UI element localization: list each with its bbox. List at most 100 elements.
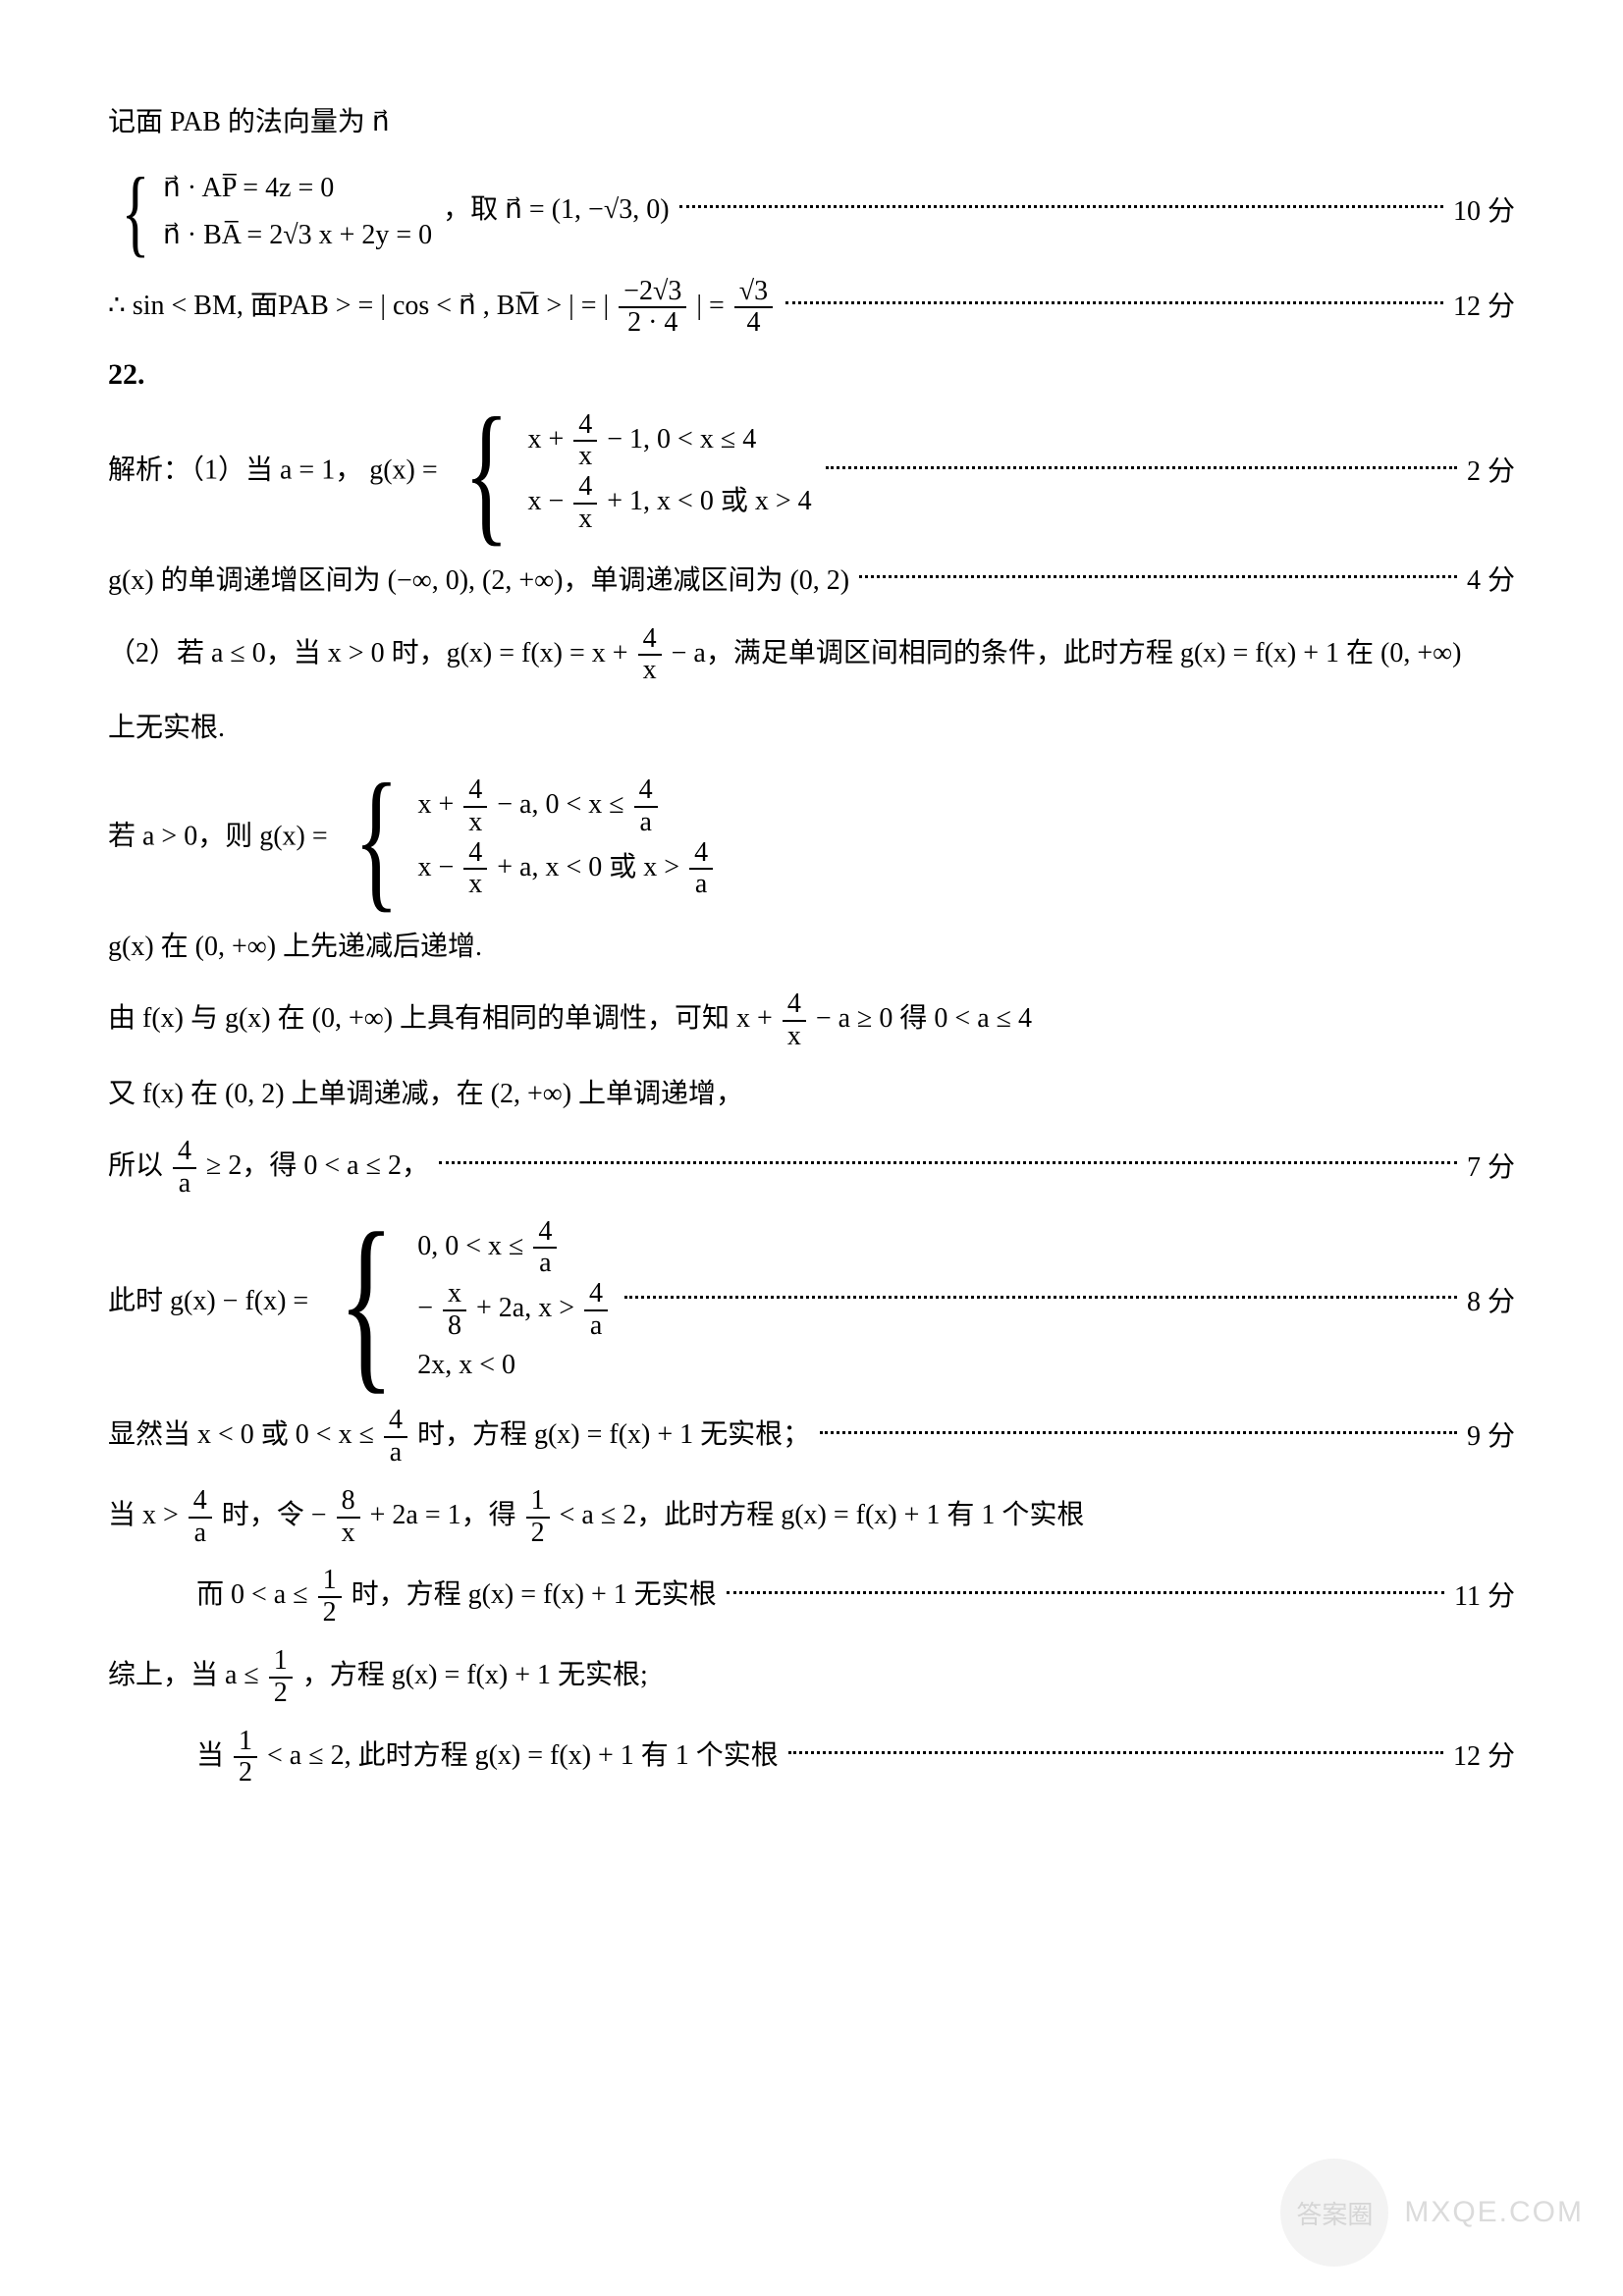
p2h-line: 显然当 x < 0 或 0 < x ≤ 4a 时，方程 g(x) = f(x) … bbox=[108, 1406, 1515, 1468]
txt: 时，方程 g(x) = f(x) + 1 无实根； bbox=[417, 1420, 810, 1451]
p2c-line: g(x) 在 (0, +∞) 上先递减后递增. bbox=[108, 923, 1515, 972]
p2l-line: 当 12 < a ≤ 2, 此时方程 g(x) = f(x) + 1 有 1 个… bbox=[108, 1727, 1515, 1789]
dot-leader bbox=[820, 1431, 1457, 1434]
sin-mid: | = bbox=[696, 291, 730, 321]
frac-1: −2√3 2 · 4 bbox=[619, 277, 686, 340]
brace-rows: x + 4x − 1, 0 < x ≤ 4 x − 4x + 1, x < 0 … bbox=[523, 405, 811, 539]
txt: + 2a, x > bbox=[476, 1293, 581, 1323]
frac-den: 2 · 4 bbox=[619, 308, 686, 339]
brace-left-glyph: { bbox=[463, 405, 509, 539]
frac: 8x bbox=[337, 1486, 360, 1549]
d: a bbox=[584, 1311, 608, 1342]
txt: （2）若 a ≤ 0，当 x > 0 时，g(x) = f(x) = x + bbox=[108, 638, 635, 668]
n: 4 bbox=[634, 775, 658, 808]
n: 1 bbox=[269, 1646, 293, 1679]
d: a bbox=[533, 1249, 557, 1279]
system-after: ，取 n⃗ = (1, −√3, 0) bbox=[443, 194, 669, 225]
brace-system: { n⃗ · AP̅ = 4z = 0 n⃗ · BA̅ = 2√3 x + 2… bbox=[112, 165, 432, 258]
score-12b: 12 分 bbox=[1453, 1733, 1515, 1782]
dot-leader bbox=[788, 1751, 1443, 1754]
frac: x8 bbox=[443, 1279, 466, 1342]
diff-row1: 0, 0 < x ≤ 4a bbox=[417, 1217, 611, 1280]
d: 2 bbox=[269, 1679, 293, 1709]
frac: 4a bbox=[189, 1486, 212, 1549]
n: 1 bbox=[234, 1727, 257, 1759]
txt: − bbox=[417, 1293, 440, 1323]
d: a bbox=[173, 1169, 196, 1200]
intro-text: 记面 PAB 的法向量为 n⃗ bbox=[108, 98, 390, 147]
brace-rows: 0, 0 < x ≤ 4a − x8 + 2a, x > 4a 2x, x < … bbox=[413, 1217, 611, 1389]
g1-row1: x + 4x − 1, 0 < x ≤ 4 bbox=[527, 410, 811, 473]
p1b-text: g(x) 的单调递增区间为 (−∞, 0), (2, +∞)，单调递减区间为 (… bbox=[108, 557, 849, 606]
brace-left-glyph: { bbox=[122, 170, 150, 253]
p2j-line: 而 0 < a ≤ 12 时，方程 g(x) = f(x) + 1 无实根 11… bbox=[108, 1566, 1515, 1629]
p2f-content: 所以 4a ≥ 2，得 0 < a ≤ 2， bbox=[108, 1137, 429, 1200]
n: 4 bbox=[463, 838, 487, 871]
p2g-content: 此时 g(x) − f(x) = { 0, 0 < x ≤ 4a − x8 + … bbox=[108, 1217, 615, 1389]
score-8: 8 分 bbox=[1467, 1278, 1515, 1327]
p1-line: 解析：（1）当 a = 1， g(x) = { x + 4x − 1, 0 < … bbox=[108, 405, 1515, 539]
txt: − a ≥ 0 得 0 < a ≤ 4 bbox=[816, 1003, 1032, 1034]
n: 4 bbox=[689, 838, 713, 871]
d: 2 bbox=[234, 1758, 257, 1789]
txt: x − bbox=[527, 486, 570, 516]
dot-leader bbox=[624, 1296, 1457, 1299]
g2-row2: x − 4x + a, x < 0 或 x > 4a bbox=[417, 838, 716, 901]
p1-content: 解析：（1）当 a = 1， g(x) = { x + 4x − 1, 0 < … bbox=[108, 405, 816, 539]
txt: ，方程 g(x) = f(x) + 1 无实根; bbox=[302, 1660, 648, 1690]
d: a bbox=[189, 1519, 212, 1549]
brace-rows: n⃗ · AP̅ = 4z = 0 n⃗ · BA̅ = 2√3 x + 2y … bbox=[159, 165, 432, 258]
p2k-content: 综上，当 a ≤ 12 ，方程 g(x) = f(x) + 1 无实根; bbox=[108, 1646, 648, 1709]
d: a bbox=[689, 870, 713, 900]
txt: x + bbox=[527, 424, 570, 454]
p2k-line: 综上，当 a ≤ 12 ，方程 g(x) = f(x) + 1 无实根; bbox=[108, 1646, 1515, 1709]
question-number-22: 22. bbox=[108, 358, 1515, 392]
txt: < a ≤ 2，此时方程 g(x) = f(x) + 1 有 1 个实根 bbox=[560, 1500, 1085, 1530]
p2f-line: 所以 4a ≥ 2，得 0 < a ≤ 2， 7 分 bbox=[108, 1137, 1515, 1200]
frac: 4a bbox=[533, 1217, 557, 1280]
frac: 12 bbox=[318, 1566, 342, 1629]
txt: − 1, 0 < x ≤ 4 bbox=[607, 424, 756, 454]
g1-row2: x − 4x + 1, x < 0 或 x > 4 bbox=[527, 472, 811, 535]
score-4: 4 分 bbox=[1467, 557, 1515, 606]
txt: 综上，当 a ≤ bbox=[108, 1660, 266, 1690]
txt: + 2a = 1，得 bbox=[370, 1500, 523, 1530]
txt: + 1, x < 0 或 x > 4 bbox=[607, 486, 811, 516]
p2l-content: 当 12 < a ≤ 2, 此时方程 g(x) = f(x) + 1 有 1 个… bbox=[196, 1727, 779, 1789]
frac: 12 bbox=[526, 1486, 550, 1549]
score-11: 11 分 bbox=[1454, 1573, 1515, 1622]
frac: 12 bbox=[234, 1727, 257, 1789]
n: 1 bbox=[526, 1486, 550, 1519]
frac-num: √3 bbox=[734, 277, 773, 309]
p2e-text: 又 f(x) 在 (0, 2) 上单调递减，在 (2, +∞) 上单调递增， bbox=[108, 1070, 743, 1119]
score-7: 7 分 bbox=[1467, 1144, 1515, 1193]
score-10: 10 分 bbox=[1453, 187, 1515, 237]
p2d-line: 由 f(x) 与 g(x) 在 (0, +∞) 上具有相同的单调性，可知 x +… bbox=[108, 989, 1515, 1052]
p2i-line: 当 x > 4a 时，令 − 8x + 2a = 1，得 12 < a ≤ 2，… bbox=[108, 1486, 1515, 1549]
system-row-2: n⃗ · BA̅ = 2√3 x + 2y = 0 bbox=[163, 212, 432, 259]
brace-left-glyph: { bbox=[338, 1219, 395, 1386]
n: 4 bbox=[573, 410, 597, 443]
d: x bbox=[638, 656, 662, 686]
brace-g1: { x + 4x − 1, 0 < x ≤ 4 x − 4x + 1, x < … bbox=[449, 405, 812, 539]
frac: 4a bbox=[584, 1279, 608, 1342]
sin-content: ∴ sin < BM, 面PAB > = | cos < n⃗ , BM̅ > … bbox=[108, 277, 776, 340]
d: a bbox=[384, 1438, 407, 1468]
p2e-line: 又 f(x) 在 (0, 2) 上单调递减，在 (2, +∞) 上单调递增， bbox=[108, 1070, 1515, 1119]
system-line: { n⃗ · AP̅ = 4z = 0 n⃗ · BA̅ = 2√3 x + 2… bbox=[108, 165, 1515, 258]
d: 8 bbox=[443, 1311, 466, 1342]
intro-line: 记面 PAB 的法向量为 n⃗ bbox=[108, 98, 1515, 147]
n: 4 bbox=[573, 472, 597, 505]
txt: 当 bbox=[196, 1740, 231, 1771]
txt: ≥ 2，得 0 < a ≤ 2， bbox=[206, 1150, 429, 1181]
frac: 4x bbox=[463, 838, 487, 901]
frac: 4a bbox=[689, 838, 713, 901]
frac: 4x bbox=[638, 624, 662, 687]
p2j-content: 而 0 < a ≤ 12 时，方程 g(x) = f(x) + 1 无实根 bbox=[196, 1566, 717, 1629]
frac: 4a bbox=[384, 1406, 407, 1468]
dot-leader bbox=[826, 466, 1457, 469]
diff-row2: − x8 + 2a, x > 4a bbox=[417, 1279, 611, 1342]
n: 4 bbox=[533, 1217, 557, 1250]
system-row-1: n⃗ · AP̅ = 4z = 0 bbox=[163, 165, 432, 212]
frac: 12 bbox=[269, 1646, 293, 1709]
